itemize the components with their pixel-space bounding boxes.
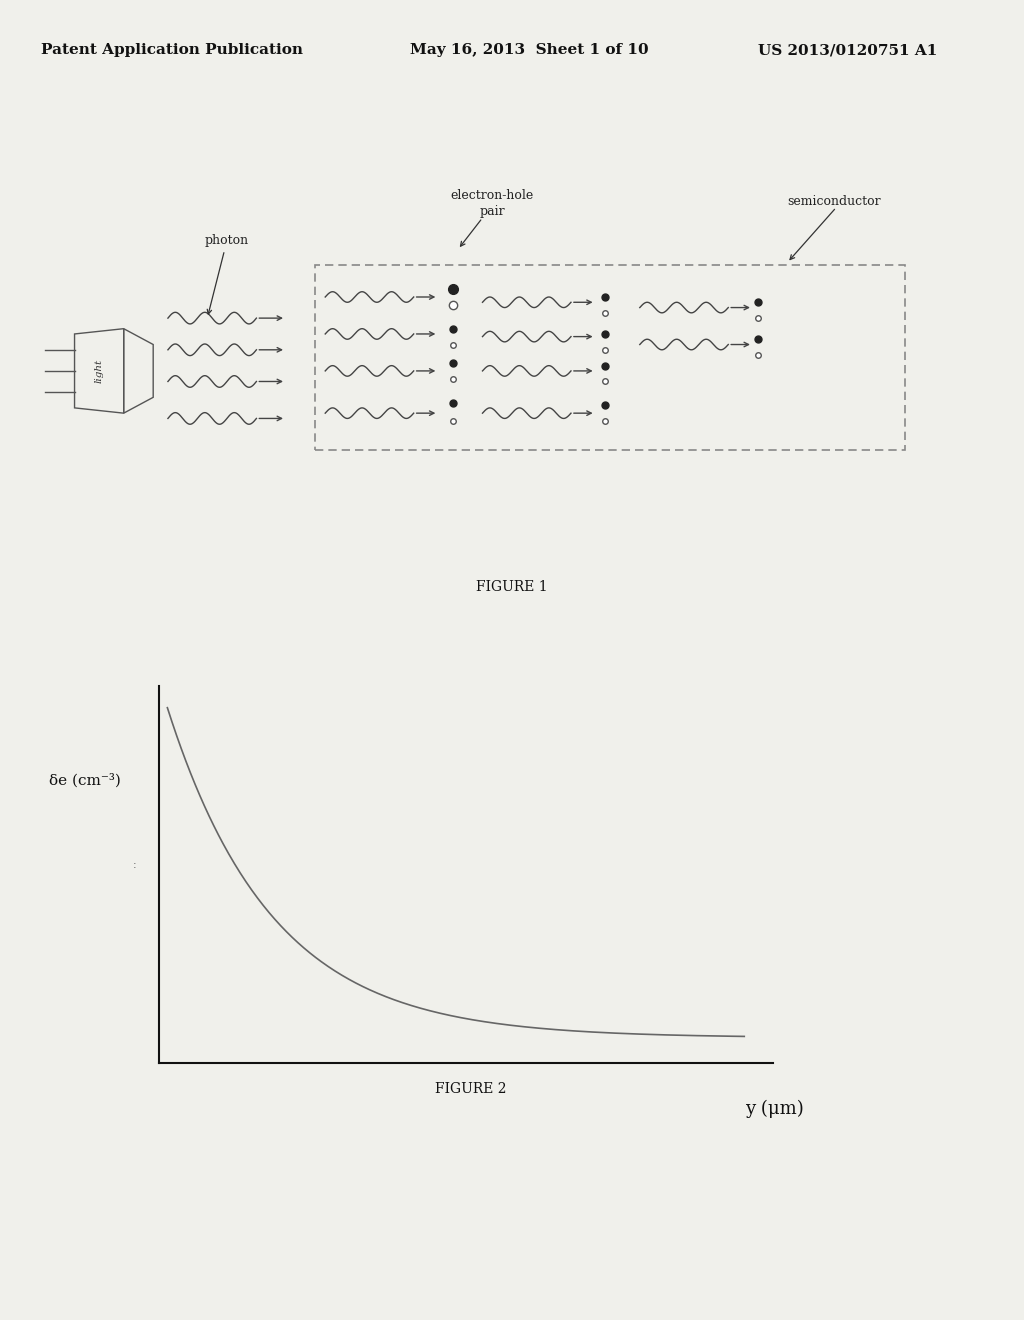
Text: light: light (94, 359, 103, 383)
Text: :: : (133, 859, 137, 870)
Text: FIGURE 1: FIGURE 1 (476, 581, 548, 594)
Text: photon: photon (205, 234, 249, 314)
Text: semiconductor: semiconductor (787, 195, 881, 209)
Text: FIGURE 2: FIGURE 2 (435, 1082, 507, 1096)
Text: pair: pair (479, 205, 505, 218)
Text: May 16, 2013  Sheet 1 of 10: May 16, 2013 Sheet 1 of 10 (410, 44, 648, 57)
Text: y (μm): y (μm) (745, 1101, 804, 1118)
Text: δe (cm⁻³): δe (cm⁻³) (49, 774, 121, 788)
Text: US 2013/0120751 A1: US 2013/0120751 A1 (758, 44, 937, 57)
Text: Patent Application Publication: Patent Application Publication (41, 44, 303, 57)
Text: electron-hole: electron-hole (451, 189, 534, 202)
